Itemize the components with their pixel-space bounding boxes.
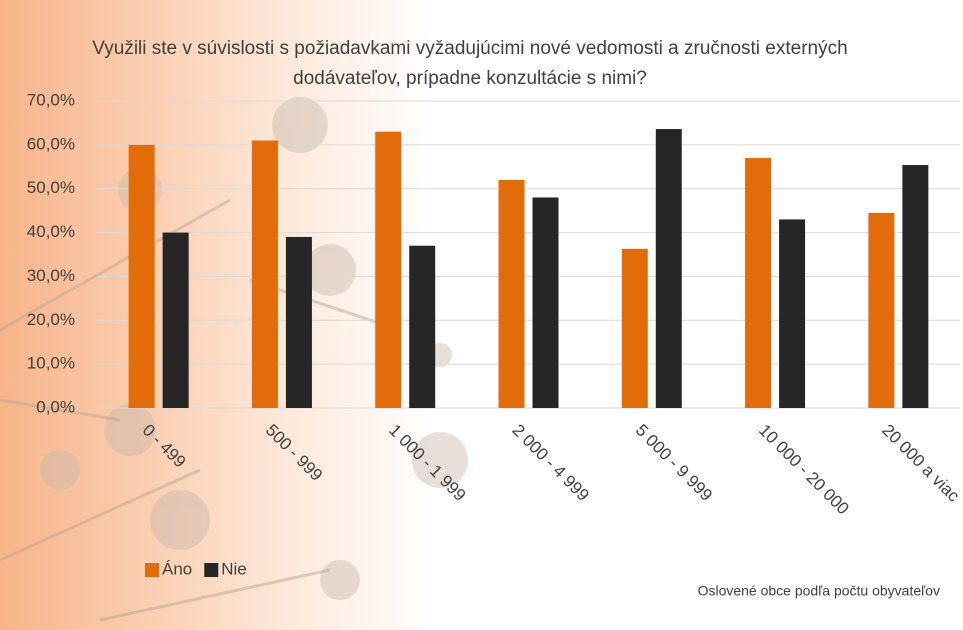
bar — [409, 246, 435, 408]
legend-swatch — [204, 563, 218, 577]
bar — [375, 132, 401, 408]
y-tick-label: 50,0% — [27, 178, 75, 197]
y-tick-label: 70,0% — [27, 90, 75, 109]
x-tick-label: 500 - 999 — [262, 421, 326, 485]
bar — [252, 140, 278, 408]
bar — [779, 219, 805, 408]
legend-swatch — [145, 563, 159, 577]
bar — [902, 165, 928, 408]
y-tick-label: 20,0% — [27, 310, 75, 329]
page: 0,0%10,0%20,0%30,0%40,0%50,0%60,0%70,0%0… — [0, 0, 963, 630]
bar — [656, 129, 682, 408]
x-tick-label: 5 000 - 9 999 — [632, 421, 716, 505]
legend-label: Áno — [162, 559, 192, 578]
bar — [286, 237, 312, 408]
y-tick-label: 0,0% — [36, 397, 75, 416]
x-tick-label: 20 000 a viac — [878, 421, 963, 506]
y-tick-label: 10,0% — [27, 354, 75, 373]
chart-title: Využili ste v súvislosti s požiadavkami … — [80, 34, 860, 94]
y-tick-label: 40,0% — [27, 222, 75, 241]
x-tick-label: 10 000 - 20 000 — [755, 421, 853, 519]
bar — [745, 158, 771, 408]
bar — [163, 233, 189, 408]
y-tick-label: 60,0% — [27, 134, 75, 153]
legend-label: Nie — [221, 559, 247, 578]
bar — [499, 180, 525, 408]
x-tick-label: 2 000 - 4 999 — [509, 421, 593, 505]
y-tick-label: 30,0% — [27, 266, 75, 285]
bar — [129, 145, 155, 408]
bar — [622, 249, 648, 408]
bar — [868, 213, 894, 408]
chart: 0,0%10,0%20,0%30,0%40,0%50,0%60,0%70,0%0… — [0, 0, 963, 630]
x-axis-label: Oslovené obce podľa počtu obyvateľov — [698, 583, 940, 599]
plot-area: 0,0%10,0%20,0%30,0%40,0%50,0%60,0%70,0%0… — [27, 90, 963, 518]
bar — [533, 197, 559, 408]
